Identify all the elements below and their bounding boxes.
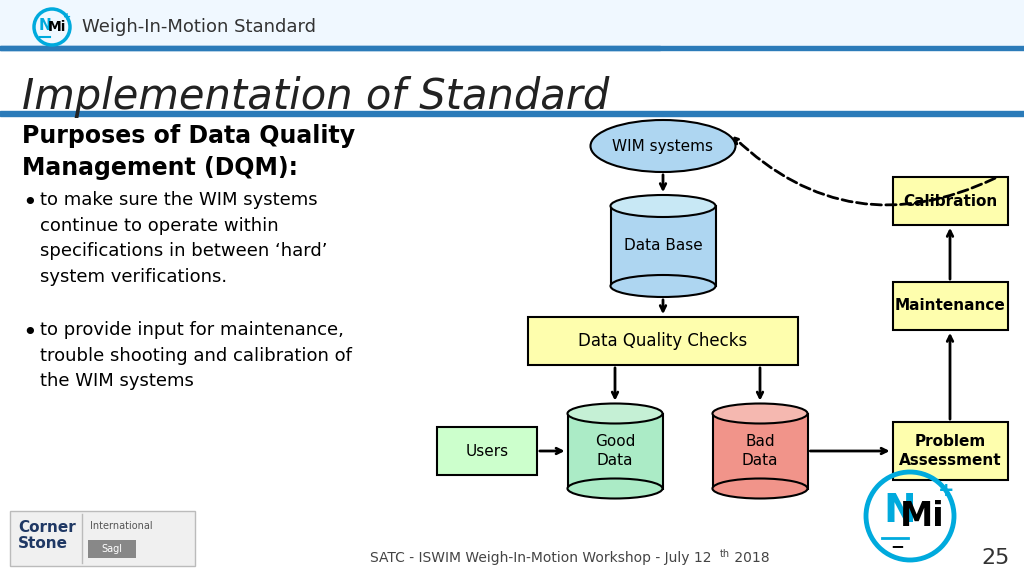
Text: th: th xyxy=(720,549,730,559)
Bar xyxy=(893,422,1008,480)
Text: Mi: Mi xyxy=(48,20,67,34)
Ellipse shape xyxy=(713,479,808,498)
Text: WIM systems: WIM systems xyxy=(612,138,714,153)
Bar xyxy=(713,414,808,488)
Text: 2018: 2018 xyxy=(730,551,770,565)
Text: •: • xyxy=(22,191,37,215)
Bar xyxy=(0,111,1024,116)
Text: Calibration: Calibration xyxy=(903,194,997,209)
Text: Weigh-In-Motion Standard: Weigh-In-Motion Standard xyxy=(82,18,316,36)
Bar xyxy=(610,206,716,286)
Text: Maintenance: Maintenance xyxy=(895,298,1006,313)
Ellipse shape xyxy=(567,404,663,423)
Bar xyxy=(893,282,1008,330)
Text: Mi: Mi xyxy=(900,499,944,532)
Text: Good
Data: Good Data xyxy=(595,434,635,468)
Text: −: − xyxy=(890,537,904,555)
Text: +: + xyxy=(938,480,954,499)
Text: +: + xyxy=(62,12,71,22)
Text: International: International xyxy=(90,521,153,531)
Text: Implementation of Standard: Implementation of Standard xyxy=(22,76,609,118)
Ellipse shape xyxy=(591,120,735,172)
Text: to provide input for maintenance,
trouble shooting and calibration of
the WIM sy: to provide input for maintenance, troubl… xyxy=(40,321,352,391)
Text: Bad
Data: Bad Data xyxy=(741,434,778,468)
Text: Sagl: Sagl xyxy=(101,544,123,554)
Text: Data Base: Data Base xyxy=(624,238,702,253)
Text: to make sure the WIM systems
continue to operate within
specifications in betwee: to make sure the WIM systems continue to… xyxy=(40,191,328,286)
Bar xyxy=(528,317,798,365)
Bar xyxy=(567,414,663,488)
Text: Problem
Assessment: Problem Assessment xyxy=(899,434,1001,468)
Ellipse shape xyxy=(610,275,716,297)
Text: Data Quality Checks: Data Quality Checks xyxy=(579,332,748,350)
Text: •: • xyxy=(22,321,37,345)
Text: 25: 25 xyxy=(982,548,1010,568)
Ellipse shape xyxy=(713,404,808,423)
Text: Stone: Stone xyxy=(18,536,68,551)
Text: Users: Users xyxy=(466,444,509,458)
Text: N: N xyxy=(39,17,51,32)
Bar xyxy=(0,0,1024,46)
Text: Purposes of Data Quality: Purposes of Data Quality xyxy=(22,124,355,148)
Text: SATC - ISWIM Weigh-In-Motion Workshop - July 12: SATC - ISWIM Weigh-In-Motion Workshop - … xyxy=(370,551,712,565)
Bar xyxy=(437,427,537,475)
Bar xyxy=(10,511,195,566)
Bar xyxy=(0,46,1024,50)
Text: Corner: Corner xyxy=(18,521,76,536)
Ellipse shape xyxy=(567,479,663,498)
Bar xyxy=(0,46,660,50)
Text: Management (DQM):: Management (DQM): xyxy=(22,156,298,180)
Text: N: N xyxy=(884,492,916,530)
Bar xyxy=(88,540,136,558)
Ellipse shape xyxy=(610,195,716,217)
Bar xyxy=(893,177,1008,225)
